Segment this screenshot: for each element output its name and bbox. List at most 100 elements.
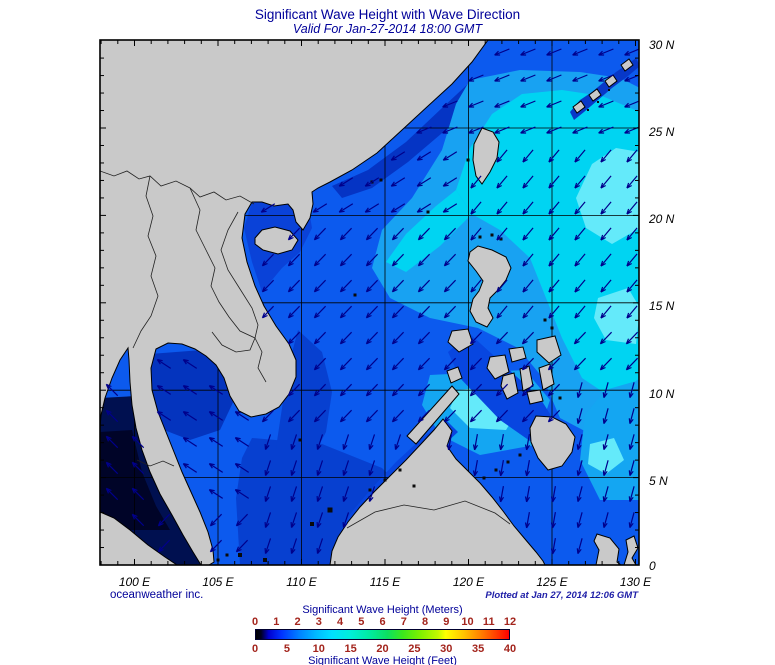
wave-arrow [602, 434, 609, 451]
wave-arrow [182, 359, 198, 369]
wave-arrow [313, 331, 327, 345]
wave-arrow [468, 126, 484, 134]
legend-tick-meters: 0 [251, 616, 259, 628]
land-taiwan [472, 127, 500, 185]
wave-arrow [602, 486, 609, 503]
wave-arrow [339, 227, 353, 241]
land-bohol [526, 389, 544, 405]
wave-arrow [573, 331, 587, 345]
country-border [346, 500, 511, 529]
wave-arrow [626, 305, 638, 319]
x-axis-label: 110 E [286, 575, 317, 589]
wave-arrow [208, 411, 224, 421]
legend-tick-feet: 15 [344, 643, 357, 655]
wave-arrow [626, 149, 638, 163]
wave-arrow [521, 383, 535, 397]
wave-arrow [368, 434, 376, 450]
wave-arrow [209, 539, 223, 553]
wave-arrow [316, 486, 324, 502]
wave-arrow [576, 486, 583, 503]
wave-arrow [600, 305, 612, 319]
wave-arrow [624, 100, 639, 108]
wave-arrow [234, 489, 250, 499]
wave-arrow [156, 385, 172, 395]
wave-arrow [546, 48, 562, 56]
wave-arrow [572, 48, 588, 56]
islet [608, 89, 610, 91]
wave-arrow [365, 253, 379, 267]
wave-arrow [157, 513, 171, 527]
islet [597, 101, 599, 103]
wave-arrow [520, 74, 536, 82]
wave-arrow [469, 383, 483, 397]
wave-arrow [416, 177, 432, 187]
wave-arrow [364, 177, 380, 187]
islet [327, 507, 333, 513]
wave-arrow [628, 434, 635, 451]
wave-arrow [339, 383, 353, 397]
country-border [132, 175, 159, 349]
land-ryukyu-3 [604, 74, 618, 88]
islet [550, 326, 554, 330]
wave-arrow [574, 253, 586, 267]
wave-arrow [290, 538, 298, 554]
wave-arrow [287, 383, 301, 397]
wave-arrow [550, 511, 557, 529]
wave-arrow [574, 149, 586, 163]
sea-patch-lightcyan-east-luzon [594, 288, 639, 344]
wave-arrow [522, 305, 534, 319]
islet [368, 488, 372, 492]
wave-arrow [208, 437, 224, 447]
wave-arrow [290, 486, 298, 502]
x-axis-label: 100 E [119, 575, 151, 589]
wave-arrow [290, 460, 298, 476]
wave-arrow [548, 253, 560, 267]
wave-arrow [287, 331, 301, 345]
islet [412, 484, 416, 488]
land-sumatra [100, 511, 178, 565]
islet [238, 553, 242, 557]
wave-arrow [628, 408, 635, 425]
wave-arrow [524, 485, 531, 503]
land-calamian [446, 366, 463, 384]
wave-arrow [287, 227, 301, 241]
land-panay [486, 354, 510, 380]
country-border [211, 331, 256, 353]
wave-arrow [156, 411, 172, 421]
wave-arrow [524, 459, 531, 477]
wave-arrow [442, 203, 458, 213]
wave-arrow [522, 149, 534, 163]
wave-arrow [342, 486, 350, 502]
wave-arrow [442, 126, 458, 134]
wave-arrow [574, 279, 586, 293]
wave-arrow [572, 126, 588, 134]
wave-arrow [576, 460, 583, 477]
land-leyte [538, 363, 555, 391]
wave-arrow [628, 382, 635, 399]
wave-arrow [416, 151, 432, 161]
wave-arrow [574, 201, 586, 215]
islet [478, 235, 482, 239]
wave-arrow [470, 201, 482, 215]
wave-arrow [182, 437, 198, 447]
islet [263, 558, 267, 562]
country-border [136, 459, 175, 467]
wave-arrow [550, 537, 557, 555]
wave-arrow [417, 383, 431, 397]
wave-arrow [522, 175, 534, 189]
legend-tick-feet: 30 [440, 643, 453, 655]
wave-arrow [598, 48, 614, 56]
land-ryukyu-4 [620, 58, 634, 72]
wave-arrow [442, 177, 458, 187]
islet [310, 522, 314, 526]
wave-arrow [313, 383, 327, 397]
y-axis-label: 25 N [648, 125, 675, 139]
wave-arrow [495, 409, 509, 423]
wave-arrow [524, 433, 531, 451]
wave-arrow [576, 512, 583, 529]
wave-arrow [391, 409, 405, 423]
land-cebu [519, 365, 534, 392]
wave-arrow [394, 434, 402, 450]
wave-arrow [520, 126, 536, 134]
